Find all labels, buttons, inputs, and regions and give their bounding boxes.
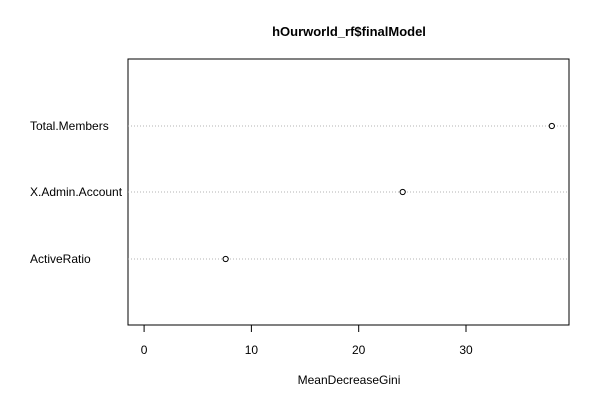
chart-title: hOurworld_rf$finalModel (272, 24, 426, 39)
x-tick-label: 0 (141, 343, 148, 357)
data-point (399, 188, 406, 196)
x-tick-label: 10 (245, 343, 259, 357)
data-points (222, 122, 555, 263)
data-point (222, 255, 229, 263)
x-tick-label: 30 (459, 343, 473, 357)
guide-lines (128, 125, 569, 260)
category-labels: Total.Members X.Admin.Account ActiveRatio (30, 119, 123, 266)
x-axis-label: MeanDecreaseGini (298, 373, 401, 387)
x-tick-label: 20 (352, 343, 366, 357)
x-axis: 0 10 20 30 (141, 324, 473, 357)
category-label: ActiveRatio (30, 252, 91, 266)
data-point (548, 122, 555, 130)
category-label: Total.Members (30, 119, 109, 133)
category-label: X.Admin.Account (30, 185, 123, 199)
